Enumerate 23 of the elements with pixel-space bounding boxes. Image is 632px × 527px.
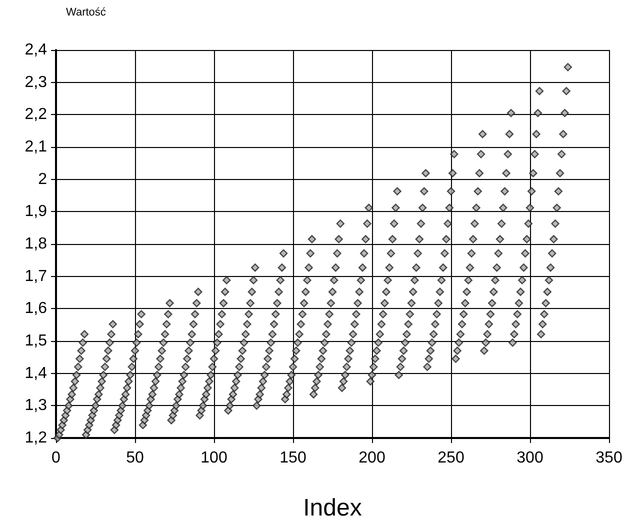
y-tick-label: 1,5 xyxy=(24,332,48,350)
y-tick-label: 1,3 xyxy=(24,397,48,414)
x-tick-label: 100 xyxy=(200,450,228,466)
x-tick-label: 250 xyxy=(438,450,464,466)
y-tick-label: 1,7 xyxy=(24,268,48,285)
y-tick-label: 2,3 xyxy=(24,74,48,91)
x-tick-label: 300 xyxy=(516,450,544,466)
y-tick-label: 2,4 xyxy=(24,42,48,58)
y-tick-label: 2,2 xyxy=(24,106,48,124)
x-axis-title: Index xyxy=(303,494,362,522)
x-tick-label: 0 xyxy=(52,450,61,466)
y-tick-label: 1,9 xyxy=(24,203,48,220)
y-tick-label: 1,6 xyxy=(24,300,48,318)
x-tick-label: 150 xyxy=(280,450,306,466)
y-tick-label: 1,8 xyxy=(24,236,48,252)
y-tick-label: 1,4 xyxy=(24,364,48,382)
y-tick-label: 2,1 xyxy=(24,138,48,156)
y-axis-title: Wartość xyxy=(66,6,106,18)
x-tick-label: 50 xyxy=(126,450,144,466)
y-tick-label: 2 xyxy=(38,170,48,188)
x-tick-label: 350 xyxy=(596,450,622,466)
y-tick-label: 1,2 xyxy=(24,430,48,446)
x-tick-label: 200 xyxy=(358,450,386,466)
